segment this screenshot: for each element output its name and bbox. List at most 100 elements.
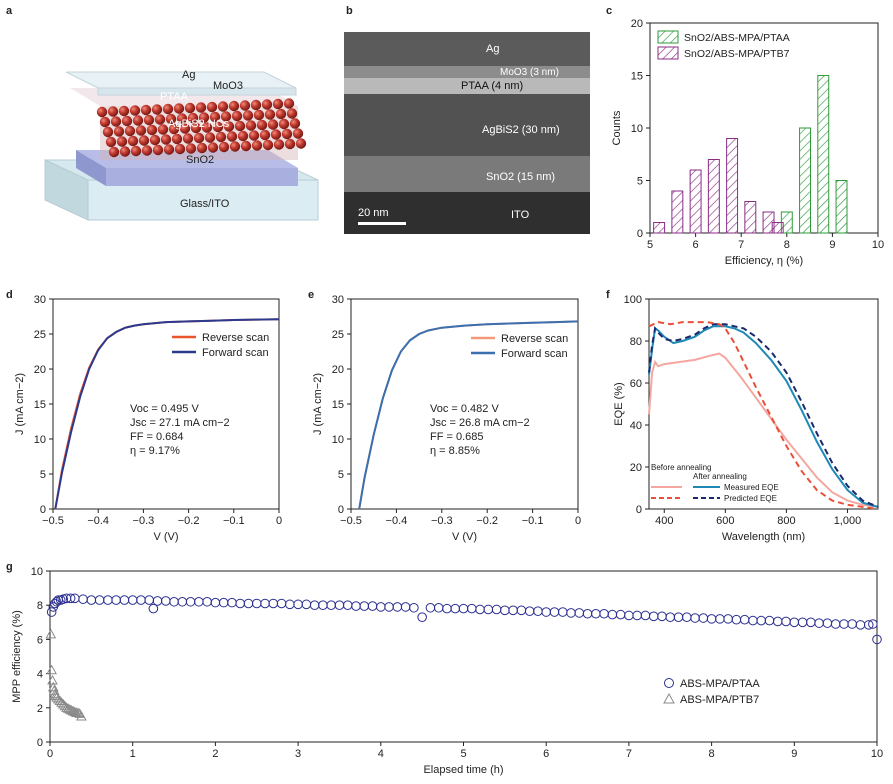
data-point (376, 602, 386, 612)
nanocrystal (284, 138, 296, 150)
x-tick-label: 400 (655, 515, 673, 527)
nanocrystal (176, 113, 188, 124)
data-point (94, 595, 105, 605)
data-point (756, 615, 767, 626)
data-point (384, 602, 394, 612)
nanocrystal (267, 119, 279, 130)
data-point (334, 600, 345, 611)
nanocrystal (220, 111, 232, 122)
series-line (54, 318, 280, 510)
data-point (863, 620, 874, 630)
x-tick-label: −0.1 (223, 515, 245, 527)
agbis2-nanocrystals (96, 98, 307, 158)
data-point (45, 628, 57, 639)
nanocrystal (108, 146, 120, 158)
data-point (46, 607, 57, 617)
data-point (227, 597, 237, 608)
x-tick-label: 8 (784, 239, 790, 251)
data-point (591, 608, 601, 619)
panel-letter-f: f (606, 289, 610, 301)
ag-top-face (65, 71, 297, 89)
data-point (285, 599, 295, 610)
nanocrystal (195, 102, 207, 113)
legend-marker (663, 692, 675, 704)
nanocrystal (217, 101, 229, 112)
data-point (731, 614, 742, 625)
data-point (822, 618, 833, 628)
x-tick-label: 800 (777, 515, 795, 527)
nanocrystal (292, 128, 304, 139)
data-point (615, 609, 626, 620)
nanocrystal (107, 106, 119, 117)
nanocrystal (273, 139, 285, 150)
data-point (72, 707, 84, 718)
y-tick-label: 20 (630, 462, 642, 474)
data-point (541, 607, 552, 617)
nanocrystal (116, 136, 128, 147)
annotation-e-ff: FF = 0.685 (430, 431, 484, 443)
data-point (127, 595, 138, 605)
y-tick-label: 5 (637, 176, 643, 188)
data-point (54, 695, 66, 706)
histogram-bar (799, 127, 812, 234)
data-point (301, 599, 312, 610)
data-point (814, 618, 824, 628)
nanocrystal (140, 104, 152, 116)
nanocrystal (237, 130, 249, 142)
panel-b: b Ag MoO3 (3 nm) PTAA (4 nm) AgBiS2 (30 … (344, 5, 590, 234)
nanocrystal (132, 115, 144, 126)
nanocrystal (179, 123, 191, 134)
y-tick-label: 10 (631, 123, 643, 135)
y-tick-label: 30 (332, 294, 344, 306)
data-point (47, 681, 59, 692)
y-tick-label: 20 (631, 18, 643, 30)
data-point (78, 594, 88, 605)
chart-f-eqe: 400 600 800 1,000 0 20 40 60 80 100 Wavelength (nm… (613, 294, 879, 543)
tem-label-ptaa: PTAA (4 nm) (461, 80, 523, 92)
data-point (392, 602, 403, 612)
x-tick-label: 5 (647, 239, 653, 251)
x-tick-label: 0 (47, 748, 53, 760)
data-point (51, 596, 62, 607)
legend-label: ABS-MPA/PTAA (680, 678, 760, 690)
x-tick-label: 7 (626, 748, 632, 760)
x-tick-label: 6 (543, 748, 549, 760)
layer-label-moo3: MoO3 (213, 80, 243, 92)
x-tick-label: 4 (378, 748, 384, 760)
nanocrystal (187, 112, 199, 124)
x-tick-label: 6 (693, 239, 699, 251)
x-tick-label: 9 (829, 239, 835, 251)
nanocrystal (185, 143, 197, 154)
histogram-bar (744, 201, 757, 234)
data-point (148, 603, 159, 614)
data-point (524, 606, 535, 616)
y-tick-label: 5 (40, 469, 46, 481)
data-point (549, 607, 560, 617)
legend-f-label-predicted: Predicted EQE (724, 494, 777, 503)
legend-f-label-measured: Measured EQE (724, 483, 779, 492)
data-point (665, 612, 676, 622)
annotation-d-eta: η = 9.17% (130, 445, 180, 457)
data-point (119, 595, 130, 605)
x-axis-label: Wavelength (nm) (722, 531, 805, 543)
data-point (46, 664, 58, 675)
data-point (409, 602, 419, 613)
nanocrystal (223, 121, 235, 132)
tem-label-ag: Ag (486, 43, 499, 55)
annotation-e-jsc: Jsc = 26.8 mA cm−2 (430, 417, 530, 429)
nanocrystal (190, 122, 202, 134)
legend-swatch (657, 46, 679, 60)
legend-f: Before annealing After annealing Measure… (651, 463, 779, 503)
data-point (86, 595, 97, 605)
nanocrystal (248, 130, 260, 141)
chart-e-jv-ptb7: −0.5 −0.4 −0.3 −0.2 −0.1 0 0 5 10 15 20 25 30 V (V) J … (312, 294, 581, 543)
nanocrystal (289, 118, 301, 129)
y-tick-label: 5 (338, 469, 344, 481)
x-axis-label: V (V) (452, 531, 477, 543)
series-line (648, 325, 879, 508)
nanocrystal (152, 144, 164, 156)
panel-letter-b: b (346, 5, 353, 17)
y-tick-label: 0 (338, 504, 344, 516)
y-tick-label: 80 (630, 336, 642, 348)
